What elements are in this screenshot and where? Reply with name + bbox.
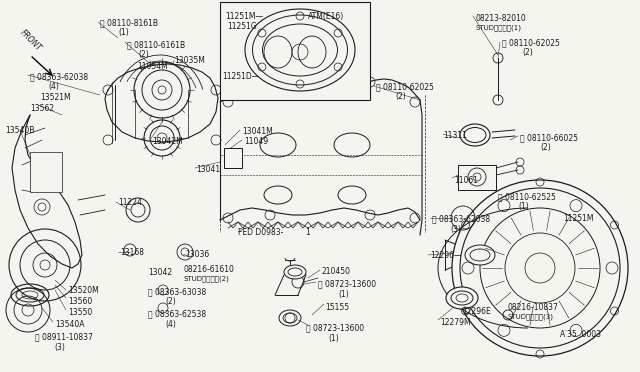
Text: Ⓢ 08363-62038: Ⓢ 08363-62038 bbox=[432, 214, 490, 223]
Text: STUDスタッド(2): STUDスタッド(2) bbox=[183, 275, 229, 282]
Text: Ⓑ 08110-62025: Ⓑ 08110-62025 bbox=[502, 38, 560, 47]
Text: Ⓑ 08110-62025: Ⓑ 08110-62025 bbox=[376, 82, 434, 91]
Text: A‵35  0003: A‵35 0003 bbox=[560, 330, 601, 339]
Text: 08213-82010: 08213-82010 bbox=[475, 14, 525, 23]
Text: 210450: 210450 bbox=[322, 267, 351, 276]
Text: Ⓝ 08911-10837: Ⓝ 08911-10837 bbox=[35, 332, 93, 341]
Text: 12296—: 12296— bbox=[430, 251, 461, 260]
Text: (3): (3) bbox=[54, 343, 65, 352]
FancyBboxPatch shape bbox=[458, 165, 496, 190]
Ellipse shape bbox=[465, 245, 495, 265]
Text: 13520M: 13520M bbox=[68, 286, 99, 295]
Text: 11251G: 11251G bbox=[227, 22, 257, 31]
Text: (4): (4) bbox=[165, 320, 176, 329]
Ellipse shape bbox=[460, 124, 490, 146]
FancyBboxPatch shape bbox=[224, 148, 242, 168]
Text: 1: 1 bbox=[305, 228, 310, 237]
Ellipse shape bbox=[284, 265, 306, 279]
Text: Ⓑ 08110-8161B: Ⓑ 08110-8161B bbox=[100, 18, 158, 27]
Text: 08216-10837: 08216-10837 bbox=[508, 303, 559, 312]
Text: Ⓒ 08723-13600: Ⓒ 08723-13600 bbox=[306, 323, 364, 332]
FancyBboxPatch shape bbox=[30, 152, 62, 192]
Text: (1): (1) bbox=[338, 290, 349, 299]
Text: (2): (2) bbox=[540, 143, 551, 152]
Text: 13035M: 13035M bbox=[174, 56, 205, 65]
Text: 11251M—: 11251M— bbox=[225, 12, 263, 21]
Text: 12296E: 12296E bbox=[462, 307, 491, 316]
Circle shape bbox=[452, 180, 628, 356]
Text: 11251M: 11251M bbox=[563, 214, 593, 223]
Text: FRONT: FRONT bbox=[18, 28, 43, 53]
Text: 11049: 11049 bbox=[244, 137, 268, 146]
Text: 13041: 13041 bbox=[196, 165, 220, 174]
Text: 11311: 11311 bbox=[443, 131, 467, 140]
Text: FED D0983-: FED D0983- bbox=[238, 228, 284, 237]
Text: 13521M: 13521M bbox=[40, 93, 70, 102]
Ellipse shape bbox=[245, 9, 355, 91]
Text: 13562: 13562 bbox=[30, 104, 54, 113]
Text: (1): (1) bbox=[328, 334, 339, 343]
Text: Ⓑ 08110-6161B: Ⓑ 08110-6161B bbox=[127, 40, 185, 49]
Text: (2): (2) bbox=[522, 48, 532, 57]
Text: (4): (4) bbox=[48, 82, 59, 91]
Text: 12279M: 12279M bbox=[440, 318, 470, 327]
Text: (2): (2) bbox=[165, 297, 176, 306]
Text: 13540B: 13540B bbox=[5, 126, 35, 135]
Text: ATM(E16): ATM(E16) bbox=[308, 12, 344, 21]
Bar bbox=[220, 2, 370, 100]
Text: 13036: 13036 bbox=[185, 250, 209, 259]
Text: 13042: 13042 bbox=[148, 268, 172, 277]
Text: (3): (3) bbox=[450, 225, 461, 234]
Text: (1): (1) bbox=[518, 202, 529, 211]
Text: 11054M: 11054M bbox=[137, 62, 168, 71]
Ellipse shape bbox=[446, 287, 478, 309]
Text: Ⓢ 08363-62538: Ⓢ 08363-62538 bbox=[148, 309, 206, 318]
Text: 13041M: 13041M bbox=[242, 127, 273, 136]
Text: Ⓑ 08110-62525: Ⓑ 08110-62525 bbox=[498, 192, 556, 201]
Text: 13540A: 13540A bbox=[55, 320, 84, 329]
Text: 11224: 11224 bbox=[118, 198, 142, 207]
Text: Ⓑ 08110-66025: Ⓑ 08110-66025 bbox=[520, 133, 578, 142]
Text: (2): (2) bbox=[138, 50, 148, 59]
Text: 13560: 13560 bbox=[68, 297, 92, 306]
Text: 11061: 11061 bbox=[454, 176, 478, 185]
Text: ⓓ 08723-13600: ⓓ 08723-13600 bbox=[318, 279, 376, 288]
Text: 08216-61610: 08216-61610 bbox=[183, 265, 234, 274]
Text: 13550: 13550 bbox=[68, 308, 92, 317]
Text: (2): (2) bbox=[395, 92, 406, 101]
Text: 13168: 13168 bbox=[120, 248, 144, 257]
Text: STUDスタッド(3): STUDスタッド(3) bbox=[508, 313, 554, 320]
Text: (1): (1) bbox=[118, 28, 129, 37]
Text: Ⓢ 08363-62038: Ⓢ 08363-62038 bbox=[30, 72, 88, 81]
Text: Ⓢ 08363-63038: Ⓢ 08363-63038 bbox=[148, 287, 206, 296]
Text: STUDスタッド(1): STUDスタッド(1) bbox=[475, 24, 521, 31]
Text: 11251D—: 11251D— bbox=[222, 72, 259, 81]
Text: 15155: 15155 bbox=[325, 303, 349, 312]
Text: 13042M: 13042M bbox=[152, 137, 183, 146]
